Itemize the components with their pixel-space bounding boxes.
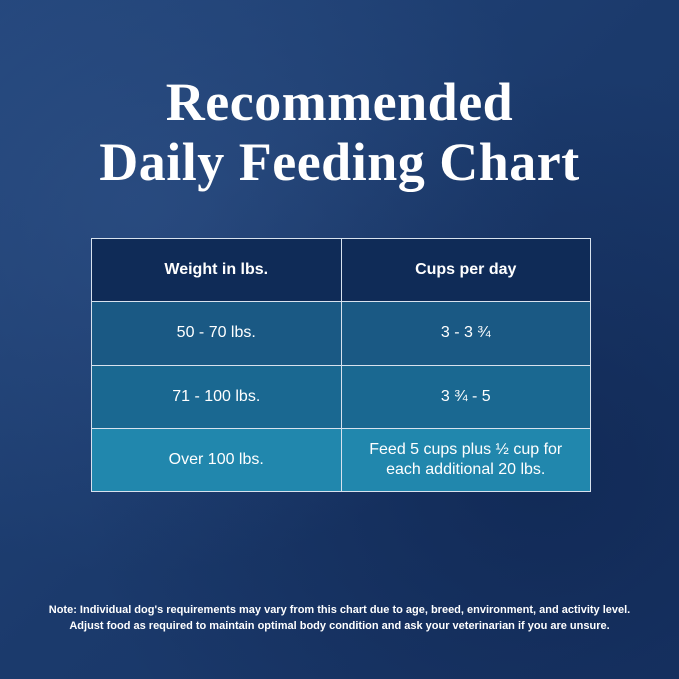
table-row: 50 - 70 lbs. 3 - 3 ¾: [91, 301, 591, 366]
header-row: Weight in lbs. Cups per day: [91, 237, 591, 303]
table-row: Over 100 lbs. Feed 5 cups plus ½ cup for…: [91, 427, 591, 493]
table-cell: 50 - 70 lbs.: [91, 301, 342, 366]
table-cell: Feed 5 cups plus ½ cup for each addition…: [340, 427, 591, 493]
note: Note: Individual dog's requirements may …: [48, 604, 631, 616]
header-cell: Weight in lbs.: [91, 237, 342, 303]
table-cell: Over 100 lbs.: [91, 427, 342, 493]
note: Adjust food as required to maintain opti…: [69, 620, 610, 632]
header-cell: Cups per day: [340, 237, 591, 303]
title: Daily Feeding Chart: [99, 132, 580, 192]
table-cell: 3 - 3 ¾: [340, 301, 591, 366]
table-cell: 3 ¾ - 5: [340, 364, 591, 429]
feeding-table: Weight in lbs. Cups per day 50 - 70 lbs.…: [91, 237, 591, 493]
title: Recommended: [165, 72, 514, 132]
table-row: 71 - 100 lbs. 3 ¾ - 5: [91, 364, 591, 429]
table-cell: 71 - 100 lbs.: [91, 364, 342, 429]
